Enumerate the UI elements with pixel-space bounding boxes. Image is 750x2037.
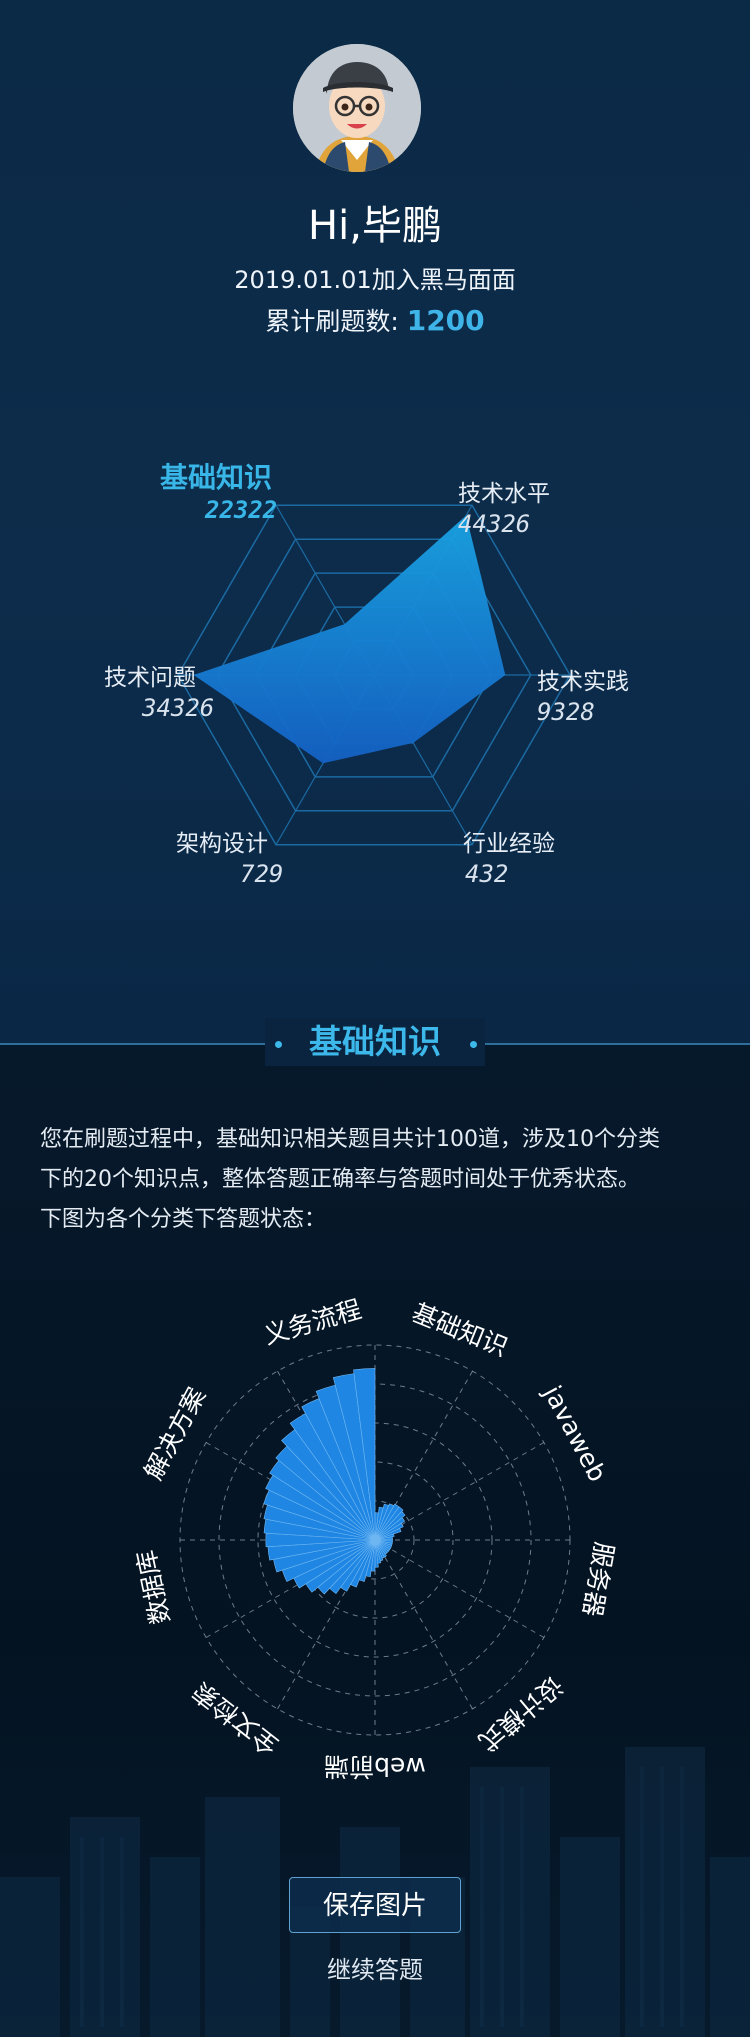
description-line: 下的20个知识点，整体答题正确率与答题时间处于优秀状态。 bbox=[40, 1167, 640, 1192]
radar-chart-svg bbox=[177, 504, 571, 846]
polar-bar bbox=[374, 1527, 402, 1541]
polar-category-label: 解决方案 bbox=[139, 1383, 212, 1485]
polar-bar bbox=[374, 1506, 404, 1541]
continue-answering-link[interactable]: 继续答题 bbox=[327, 1956, 423, 1984]
polar-bar bbox=[374, 1517, 406, 1541]
city-skyline-background bbox=[0, 1747, 750, 2037]
summary-description: 您在刷题过程中，基础知识相关题目共计100道，涉及10个分类 下的20个知识点，… bbox=[40, 1120, 720, 1240]
polar-category-label: 设计模式 bbox=[473, 1670, 568, 1757]
profile-section bbox=[0, 0, 750, 1043]
radar-label-industry-experience[interactable]: 行业经验 bbox=[463, 831, 555, 857]
polar-grid-spoke bbox=[374, 1539, 545, 1638]
user-avatar[interactable] bbox=[293, 44, 421, 172]
polar-bar bbox=[374, 1533, 395, 1541]
radar-label-tech-problems[interactable]: 技术问题 bbox=[104, 665, 196, 691]
radar-value-tech-practice: 9328 bbox=[537, 698, 595, 726]
section-header: 基础知识 bbox=[265, 1018, 485, 1066]
section-title: 基础知识 bbox=[309, 1022, 441, 1061]
description-line: 下图为各个分类下答题状态： bbox=[40, 1207, 327, 1232]
radar-value-tech-level: 44326 bbox=[458, 510, 531, 538]
radar-label-tech-level[interactable]: 技术水平 bbox=[458, 481, 550, 507]
total-questions-label: 累计刷题数: bbox=[265, 307, 407, 336]
total-questions-value: 1200 bbox=[406, 304, 485, 337]
polar-category-label: 义务流程 bbox=[261, 1295, 365, 1350]
radar-value-basic-knowledge: 22322 bbox=[205, 496, 278, 524]
category-polar-chart: 义务流程 基础知识 javaweb 服务器设计模式 web前端 全文检索 数据库 解决方案 bbox=[0, 1280, 750, 1800]
polar-category-label: 服务器 bbox=[577, 1540, 619, 1619]
polar-category-label: 数据库 bbox=[131, 1547, 175, 1626]
polar-grid-spoke bbox=[374, 1539, 473, 1710]
polar-category-label: javaweb bbox=[537, 1380, 612, 1486]
description-line: 您在刷题过程中，基础知识相关题目共计100道，涉及10个分类 bbox=[40, 1127, 660, 1152]
greeting-text: Hi,毕鹏 bbox=[308, 203, 442, 249]
radar-value-tech-problems: 34326 bbox=[142, 694, 215, 722]
radar-label-tech-practice[interactable]: 技术实践 bbox=[537, 669, 629, 695]
section-title-dot-left bbox=[275, 1041, 282, 1048]
radar-value-architecture: 729 bbox=[240, 860, 284, 888]
join-date-text: 2019.01.01加入黑马面面 bbox=[234, 266, 516, 294]
polar-grid-spoke bbox=[374, 1442, 545, 1541]
polar-bar bbox=[374, 1511, 406, 1541]
radar-area bbox=[193, 515, 506, 764]
save-image-button[interactable]: 保存图片 bbox=[289, 1877, 461, 1933]
total-questions: 累计刷题数: 1200 bbox=[0, 302, 750, 341]
radar-label-basic-knowledge[interactable]: 基础知识 bbox=[160, 461, 273, 494]
radar-label-architecture[interactable]: 架构设计 bbox=[176, 831, 268, 857]
polar-category-label: 基础知识 bbox=[408, 1298, 512, 1362]
radar-chart: 基础知识 22322 技术水平 44326 技术实践 9328 行业经验 432… bbox=[0, 440, 750, 900]
polar-bar bbox=[374, 1522, 404, 1541]
polar-category-label: web前端 bbox=[324, 1752, 426, 1781]
avatar-illustration-icon bbox=[293, 44, 421, 172]
radar-value-industry-experience: 432 bbox=[465, 860, 509, 888]
section-title-dot-right bbox=[470, 1041, 477, 1048]
polar-category-label: 全文检索 bbox=[187, 1676, 284, 1760]
polar-bar bbox=[353, 1368, 376, 1541]
